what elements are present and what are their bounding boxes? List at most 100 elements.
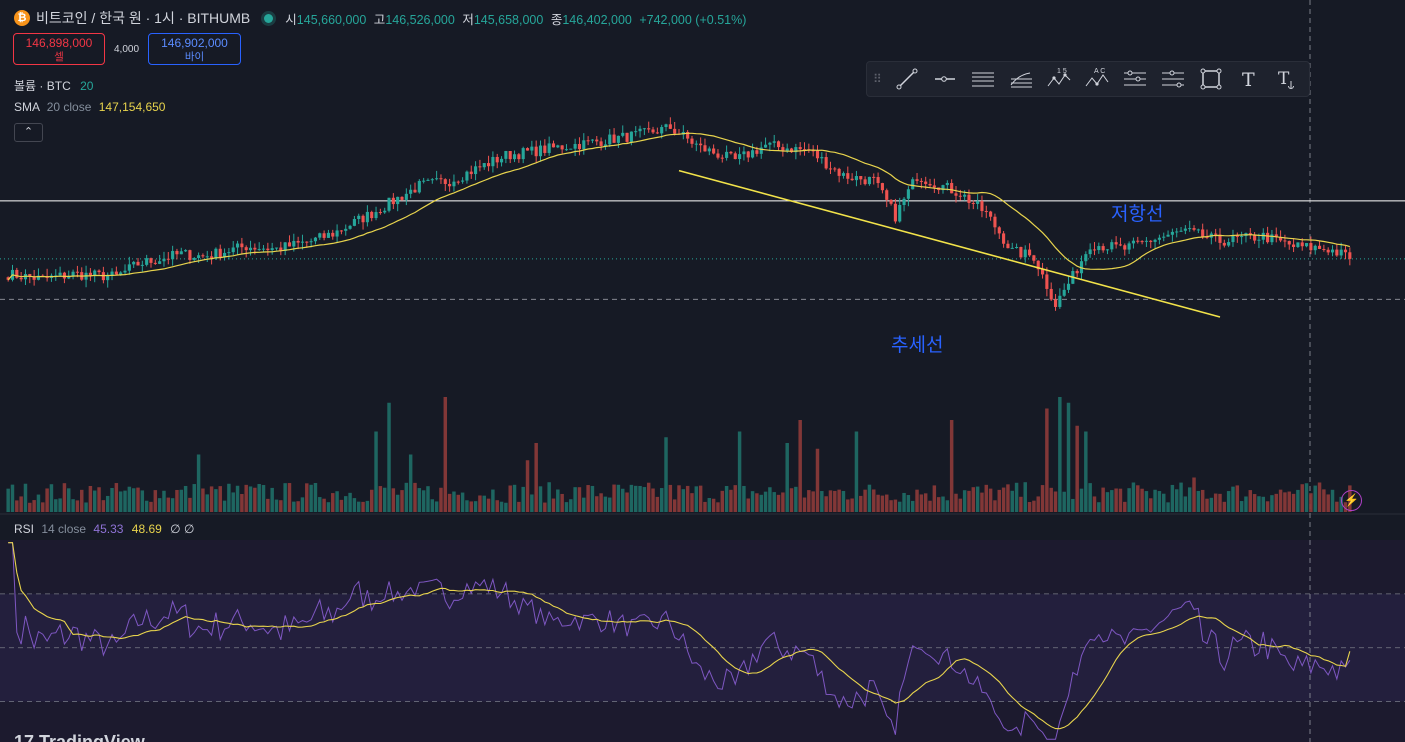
candle-body <box>703 145 707 152</box>
drag-handle-icon[interactable]: ⠿ <box>873 72 883 86</box>
volume-bar <box>958 498 963 512</box>
rsi-ma-line <box>8 542 1351 730</box>
candle-body <box>1032 255 1036 261</box>
candle-body <box>387 197 391 211</box>
volume-bar <box>166 497 171 512</box>
candle-body <box>218 248 222 258</box>
candle-body <box>794 147 798 153</box>
volume-bar <box>478 495 482 512</box>
candle-body <box>201 255 205 257</box>
fib-channel-icon[interactable] <box>1155 65 1191 93</box>
tradingview-logo[interactable]: 17 TradingView <box>14 732 145 742</box>
candle-body <box>1088 249 1092 255</box>
volume-bar <box>1270 495 1274 512</box>
volume-bar <box>127 486 132 512</box>
xabcd-pattern-icon[interactable]: 1 5 <box>1041 65 1077 93</box>
rsi-name: RSI <box>14 522 35 536</box>
volume-bar <box>1309 493 1313 512</box>
candle-body <box>1084 254 1088 262</box>
candle-body <box>595 139 599 142</box>
volume-bar <box>382 487 387 512</box>
volume-legend[interactable]: 볼륨 · BTC 20 <box>14 77 93 94</box>
volume-bar <box>984 484 989 512</box>
rsi-legend[interactable]: RSI 14 close 45.33 48.69 ∅ ∅ <box>14 522 194 536</box>
volume-bar <box>75 500 80 512</box>
volume-bar <box>248 486 253 512</box>
volume-bar <box>439 487 443 512</box>
volume-bar <box>577 487 582 512</box>
candle-body <box>374 212 378 219</box>
rectangle-icon[interactable] <box>1193 65 1229 93</box>
volume-bar <box>517 501 521 512</box>
fib-retracement-icon[interactable] <box>1003 65 1039 93</box>
candle-body <box>140 264 144 266</box>
candle-body <box>300 241 305 243</box>
candle-body <box>898 204 902 222</box>
volume-bar <box>318 497 322 512</box>
gann-box-icon[interactable] <box>1117 65 1153 93</box>
trend-line-icon[interactable] <box>889 65 925 93</box>
candle-body <box>106 275 110 281</box>
candle-body <box>941 185 945 191</box>
volume-bar <box>1296 489 1300 512</box>
candle-body <box>759 147 763 154</box>
candle-body <box>582 140 586 150</box>
candle-body <box>551 143 556 148</box>
volume-bar <box>560 493 564 512</box>
volume-bar <box>1200 489 1205 512</box>
volume-bar <box>1291 493 1296 512</box>
volume-bar <box>231 492 235 512</box>
trend-label[interactable]: 추세선 <box>891 335 944 356</box>
volume-bar <box>824 496 828 512</box>
volume-bar <box>352 498 357 512</box>
change-value: +742,000 (+0.51%) <box>639 12 747 27</box>
parallel-channel-icon[interactable] <box>965 65 1001 93</box>
volume-bar <box>1110 490 1114 512</box>
lightning-icon[interactable]: ⚡ <box>1341 490 1362 511</box>
horizontal-ray-icon[interactable] <box>927 65 963 93</box>
volume-bar <box>1045 408 1049 512</box>
candle-body <box>261 248 266 250</box>
candle-body <box>383 210 387 213</box>
candle-body <box>625 132 629 142</box>
volume-bar <box>737 431 742 512</box>
volume-bar <box>815 448 820 512</box>
candle-body <box>1322 248 1326 250</box>
candle-body <box>1114 242 1118 245</box>
candle-body <box>1110 242 1114 250</box>
candle-body <box>1240 236 1244 238</box>
volume-bar <box>521 486 525 512</box>
volume-bar <box>586 485 590 512</box>
abcd-pattern-icon[interactable]: A C <box>1079 65 1115 93</box>
candle-body <box>348 225 352 229</box>
volume-bar <box>603 496 608 512</box>
volume-bar <box>685 485 690 512</box>
volume-bar <box>768 487 772 512</box>
buy-button[interactable]: 146,902,000 바이 <box>148 33 241 65</box>
volume-bar <box>183 485 188 512</box>
volume-bar <box>1283 492 1287 512</box>
volume-bar <box>283 483 287 512</box>
candle-body <box>296 240 300 243</box>
sell-button[interactable]: 146,898,000 셀 <box>13 33 105 65</box>
candle-body <box>976 201 980 204</box>
volume-bar <box>915 489 919 512</box>
symbol-title[interactable]: 비트코인 / 한국 원 · 1시 · BITHUMB <box>36 10 251 26</box>
text-icon[interactable]: T <box>1231 65 1267 93</box>
candle-body <box>789 148 794 153</box>
volume-bar <box>1179 482 1183 512</box>
collapse-legend-button[interactable]: ⌃ <box>14 123 43 142</box>
volume-bar <box>543 502 547 512</box>
sma-value: 147,154,650 <box>98 100 166 114</box>
high-value: 146,526,000 <box>385 12 455 27</box>
candle-body <box>227 252 231 254</box>
anchored-text-icon[interactable]: T <box>1269 65 1305 93</box>
resistance-label[interactable]: 저항선 <box>1111 204 1164 225</box>
candle-body <box>1053 299 1058 307</box>
candle-body <box>422 180 426 182</box>
candle-body <box>499 158 504 163</box>
sma-legend[interactable]: SMA 20 close 147,154,650 <box>14 100 165 114</box>
candle-body <box>1131 240 1135 244</box>
volume-bar <box>1174 489 1179 512</box>
